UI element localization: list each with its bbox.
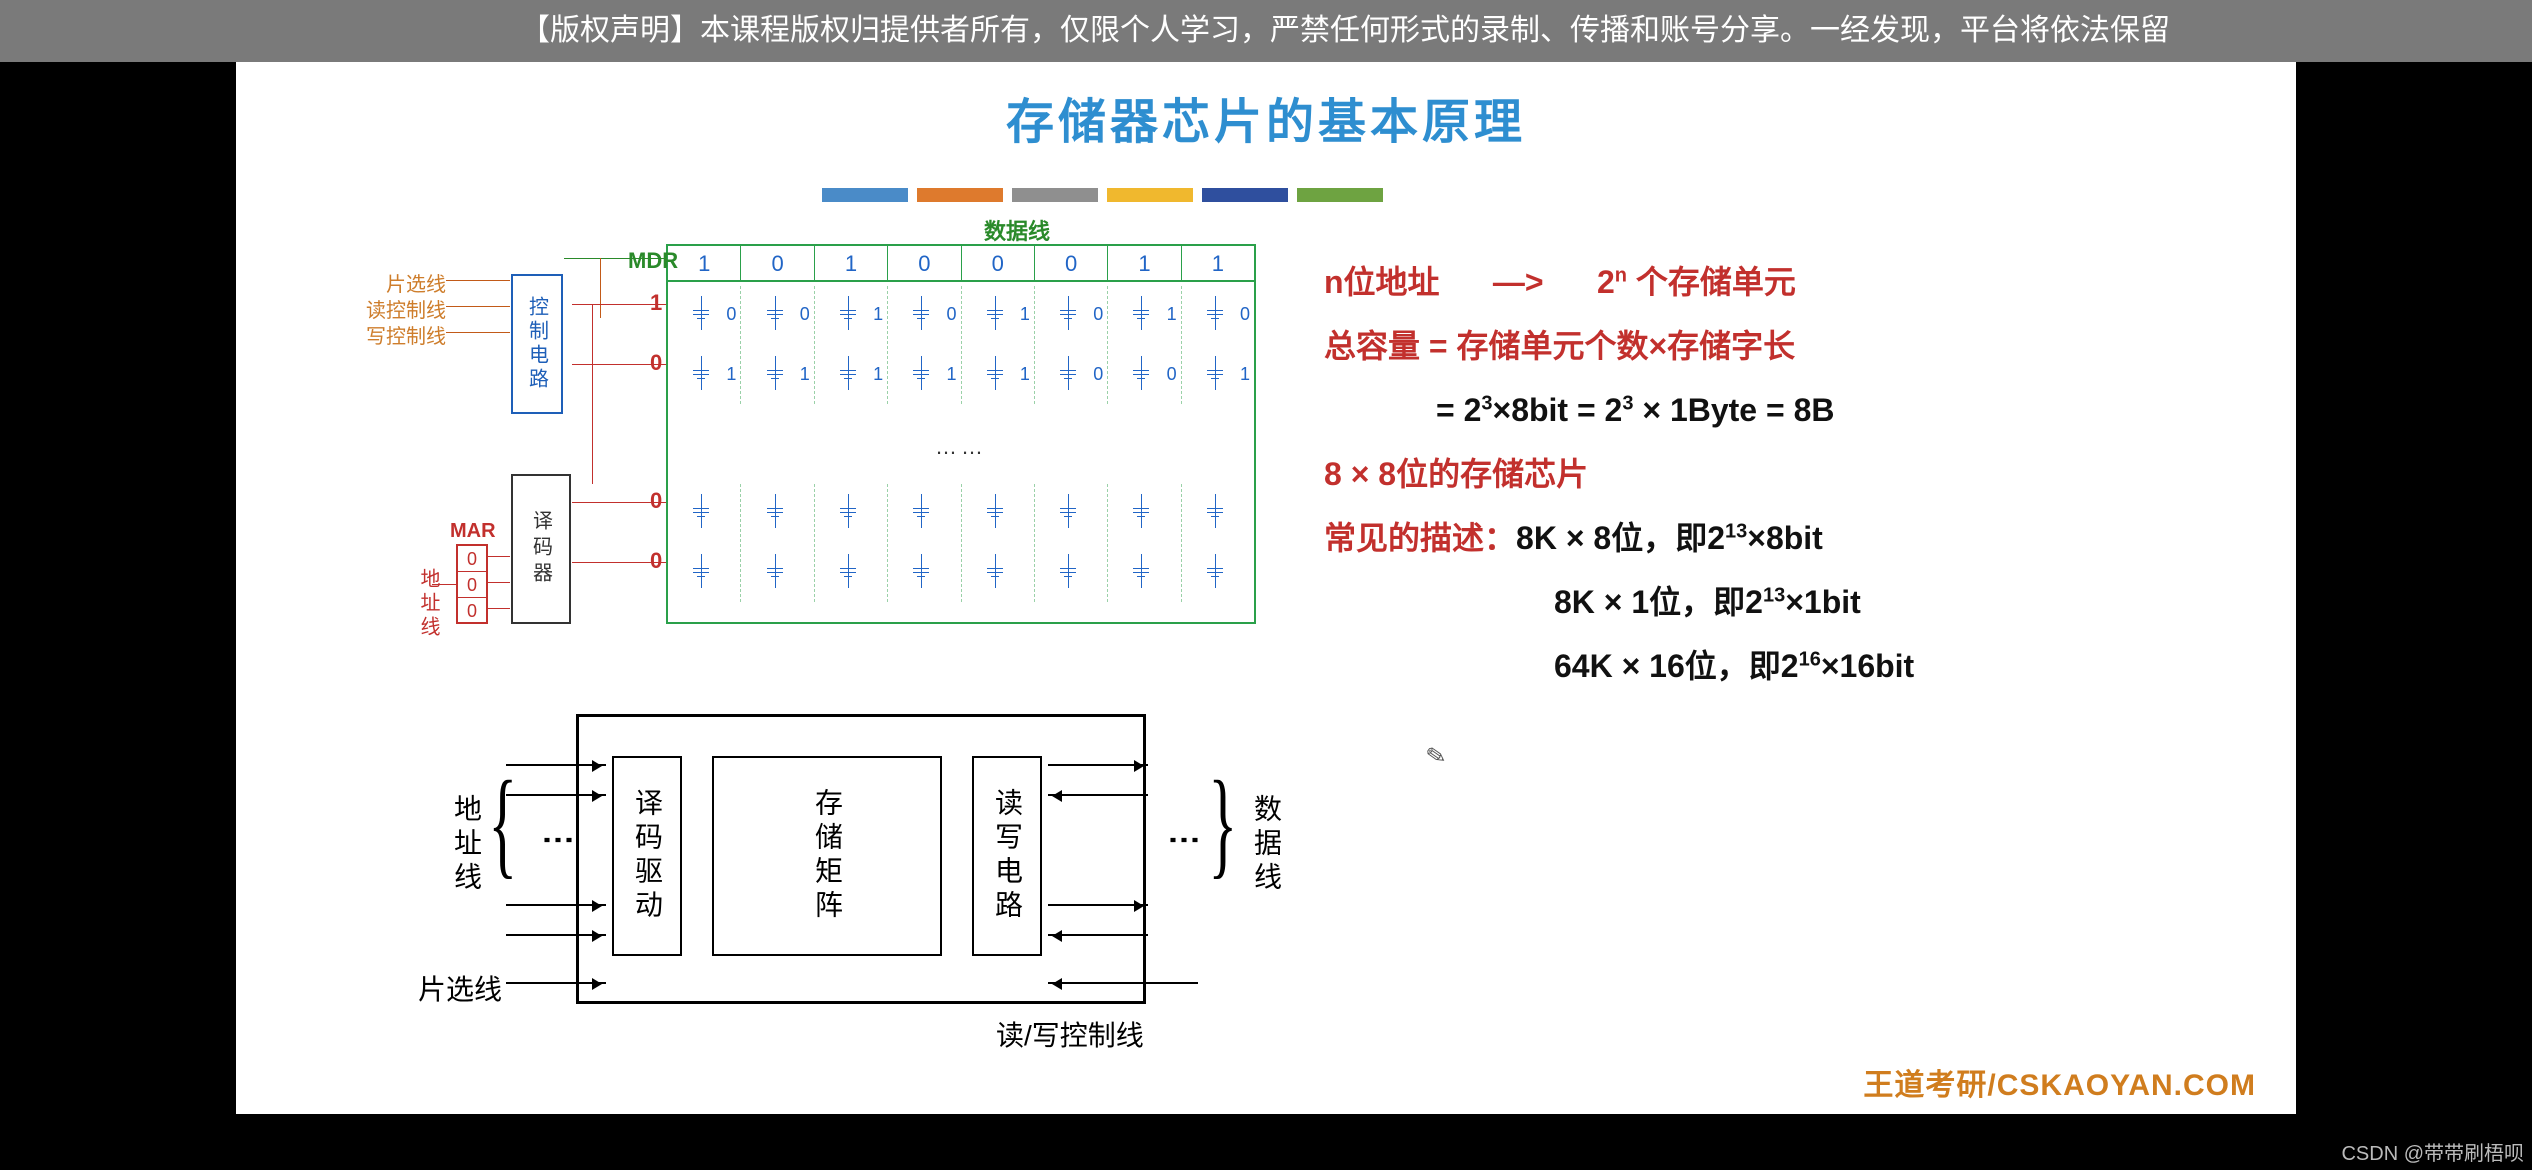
- bar-5: [1202, 188, 1288, 202]
- addr-line-label: 地址线: [414, 568, 443, 640]
- data-line-label: 数据线: [1246, 794, 1286, 896]
- mar-bit: 0: [458, 546, 486, 572]
- control-circuit: 控制电路: [511, 274, 563, 414]
- word-row-n1: [668, 484, 1254, 542]
- mdr-bit: 1: [815, 246, 888, 280]
- bar-4: [1107, 188, 1193, 202]
- mdr-bit: 0: [1035, 246, 1108, 280]
- note-line-4: 8 × 8位的存储芯片: [1324, 442, 1914, 506]
- pen-cursor-icon: ✎: [1424, 740, 1449, 772]
- mar-bit: 0: [458, 572, 486, 598]
- slide: 存储器芯片的基本原理 数据线 MDR 1 0 1 0 0 0 1 1 0 0 1…: [236, 54, 2296, 1114]
- page-title: 存储器芯片的基本原理: [236, 82, 2296, 152]
- bar-3: [1012, 188, 1098, 202]
- storage-matrix-block: 存储矩阵: [712, 756, 942, 956]
- mdr-bit: 1: [1182, 246, 1254, 280]
- left-brace: {: [488, 754, 517, 892]
- chip-select-label: 片选线: [386, 268, 446, 297]
- note-line-6: 8K × 1位，即213×1bit: [1324, 570, 1914, 634]
- mdr-bit: 0: [888, 246, 961, 280]
- note-line-7: 64K × 16位，即216×16bit: [1324, 634, 1914, 698]
- bar-6: [1297, 188, 1383, 202]
- word-row-1: 1 1 1 1 1 0 0 1: [668, 346, 1254, 404]
- right-brace: }: [1208, 754, 1237, 892]
- bar-2: [917, 188, 1003, 202]
- footer-brand: 王道考研/CSKAOYAN.COM: [1863, 1060, 2256, 1104]
- mdr-bit: 1: [668, 246, 741, 280]
- chip-select-label: 片选线: [418, 968, 502, 1008]
- home-indicator: [1096, 1148, 1436, 1156]
- mar-label: MAR: [450, 520, 496, 543]
- memory-diagram: MDR 1 0 1 0 0 0 1 1 0 0 1 0 1 0 1 0 1 1 …: [336, 244, 1256, 664]
- row-index: 1: [650, 290, 662, 316]
- mdr-bit: 0: [741, 246, 814, 280]
- rw-ctrl-label: 读/写控制线: [996, 1014, 1144, 1054]
- word-row-0: 0 0 1 0 1 0 1 0: [668, 286, 1254, 344]
- notes: n位地址 —> 2n 个存储单元 总容量 = 存储单元个数×存储字长 = 23×…: [1324, 250, 1914, 698]
- read-ctrl-label: 读控制线: [366, 294, 446, 323]
- data-line-label: 数据线: [984, 214, 1050, 246]
- mar-bit: 0: [458, 598, 486, 624]
- row-index: 0: [650, 488, 662, 514]
- row-index: 0: [650, 548, 662, 574]
- dots: ⋮: [1166, 824, 1204, 856]
- rw-circuit-block: 读写电路: [972, 756, 1042, 956]
- word-row-n: [668, 544, 1254, 602]
- mdr-register: 1 0 1 0 0 0 1 1: [668, 246, 1254, 282]
- addr-line-label: 地址线: [446, 794, 486, 896]
- row-index: 0: [650, 350, 662, 376]
- note-line-5: 常见的描述：常见的描述：8K × 8位，即28K × 8位，即213×8bit: [1324, 506, 1914, 570]
- mdr-bit: 1: [1108, 246, 1181, 280]
- decoder: 译码器: [511, 474, 571, 624]
- note-line-1: n位地址 —> 2n 个存储单元: [1324, 250, 1914, 314]
- watermark: CSDN @带带刷梧呗: [2341, 1137, 2524, 1166]
- decoder-driver-block: 译码驱动: [612, 756, 682, 956]
- ellipsis: ……: [668, 434, 1254, 460]
- note-line-2: 总容量 = 存储单元个数×存储字长: [1324, 314, 1914, 378]
- dots: ⋮: [540, 824, 578, 856]
- storage-chip-block-diagram: 译码驱动 存储矩阵 读写电路 地址线 数据线 { } ⋮ ⋮ 片选线 读/写控制…: [376, 714, 1276, 1034]
- note-line-3: = 23×8bit = 23 × 1Byte = 8B: [1324, 378, 1914, 442]
- write-ctrl-label: 写控制线: [366, 320, 446, 349]
- bar-1: [822, 188, 908, 202]
- mar-register: 0 0 0: [456, 544, 488, 624]
- color-bars: [822, 188, 1383, 202]
- copyright-banner: 【版权声明】本课程版权归提供者所有，仅限个人学习，严禁任何形式的录制、传播和账号…: [0, 0, 2532, 62]
- mdr-bit: 0: [962, 246, 1035, 280]
